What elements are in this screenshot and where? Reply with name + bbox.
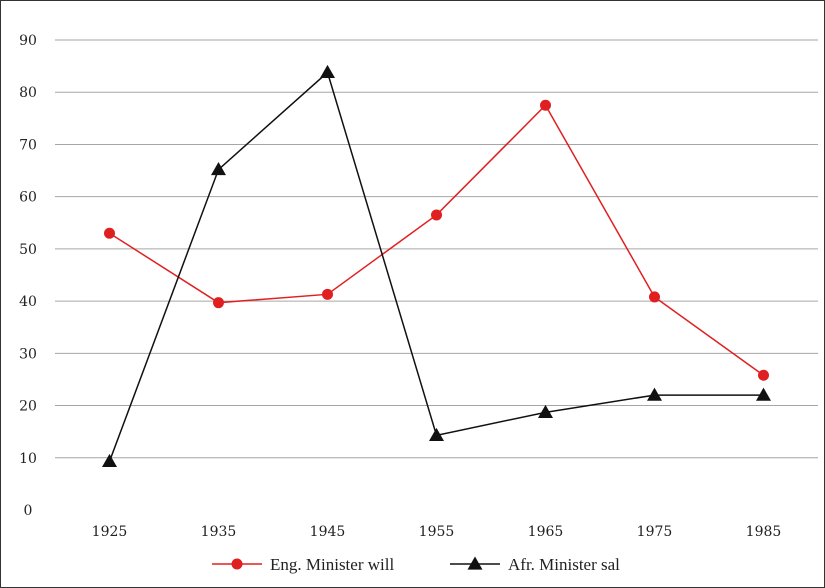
- y-tick-label: 70: [19, 137, 37, 153]
- series-1: [102, 64, 771, 468]
- y-tick-label: 20: [19, 399, 37, 415]
- data-point: [647, 387, 662, 401]
- y-tick-label: 90: [19, 33, 37, 49]
- data-point: [540, 99, 551, 111]
- x-tick-label: 1965: [528, 524, 564, 540]
- x-tick-label: 1985: [746, 524, 782, 540]
- data-point: [104, 227, 115, 239]
- legend: Eng. Minister will Afr. Minister sal: [212, 555, 620, 574]
- y-tick-label: 30: [19, 346, 37, 362]
- y-axis-ticks: 0 10 20 30 40 50 60 70 80 90: [19, 33, 37, 519]
- x-tick-label: 1955: [419, 524, 455, 540]
- data-point: [649, 291, 660, 303]
- data-point: [213, 297, 224, 309]
- legend-item: Eng. Minister will: [212, 555, 394, 574]
- data-point: [431, 209, 442, 221]
- grid-lines: [55, 39, 818, 459]
- y-tick-label: 50: [19, 242, 37, 258]
- x-axis-ticks: 1925 1935 1945 1955 1965 1975 1985: [92, 524, 782, 540]
- x-tick-label: 1925: [92, 524, 128, 540]
- x-tick-label: 1945: [310, 524, 346, 540]
- y-tick-label: 40: [19, 294, 37, 310]
- legend-marker: [231, 558, 243, 570]
- data-point: [758, 369, 769, 381]
- x-tick-label: 1975: [637, 524, 673, 540]
- series-0: [104, 99, 769, 381]
- y-tick-label: 60: [19, 190, 37, 206]
- data-point: [322, 288, 333, 300]
- y-tick-label: 0: [24, 503, 33, 519]
- y-tick-label: 80: [19, 85, 37, 101]
- legend-item: Afr. Minister sal: [450, 555, 620, 574]
- x-tick-label: 1935: [201, 524, 237, 540]
- data-point: [102, 453, 117, 468]
- legend-marker: [467, 556, 483, 570]
- series-line: [108, 71, 764, 462]
- legend-label: Eng. Minister will: [270, 555, 394, 574]
- data-point: [538, 404, 553, 418]
- data-point: [211, 162, 226, 176]
- data-point: [429, 427, 444, 441]
- series-line: [109, 104, 764, 376]
- y-tick-label: 10: [19, 451, 37, 467]
- data-point: [756, 387, 771, 401]
- data-point: [320, 64, 335, 79]
- series-layer: [102, 64, 771, 468]
- legend-label: Afr. Minister sal: [508, 555, 620, 574]
